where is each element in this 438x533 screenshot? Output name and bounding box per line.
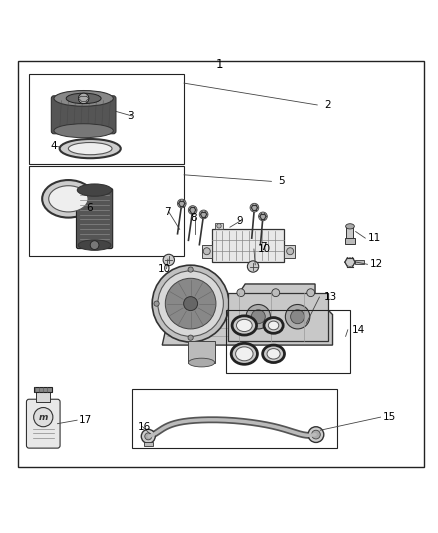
Circle shape: [307, 289, 314, 297]
Bar: [201, 245, 212, 258]
Circle shape: [272, 289, 280, 297]
Circle shape: [141, 430, 155, 443]
Circle shape: [311, 430, 320, 439]
Bar: [212, 229, 285, 262]
Ellipse shape: [188, 358, 215, 367]
Ellipse shape: [54, 91, 113, 106]
Bar: [36, 392, 50, 402]
Ellipse shape: [54, 124, 113, 138]
Bar: [215, 223, 223, 229]
Text: 7: 7: [261, 242, 267, 252]
Ellipse shape: [68, 142, 112, 155]
Bar: [226, 310, 350, 374]
Text: 1: 1: [215, 58, 223, 71]
Ellipse shape: [42, 180, 95, 217]
Bar: [144, 441, 152, 446]
Circle shape: [154, 301, 159, 306]
Bar: [29, 166, 184, 256]
Ellipse shape: [78, 240, 111, 251]
Text: 10: 10: [258, 244, 272, 254]
Circle shape: [237, 289, 245, 297]
Circle shape: [184, 297, 198, 311]
Ellipse shape: [346, 224, 354, 229]
Text: 17: 17: [79, 415, 92, 425]
Circle shape: [199, 210, 208, 219]
Circle shape: [152, 265, 229, 342]
Circle shape: [286, 304, 310, 329]
Ellipse shape: [78, 184, 112, 196]
Bar: [34, 387, 52, 392]
Polygon shape: [162, 284, 332, 345]
Text: 12: 12: [370, 260, 383, 269]
Ellipse shape: [236, 347, 253, 361]
Ellipse shape: [232, 316, 257, 335]
Bar: [228, 293, 328, 341]
Circle shape: [308, 427, 324, 442]
Bar: [345, 238, 355, 244]
Circle shape: [250, 203, 259, 212]
Ellipse shape: [268, 321, 279, 330]
Text: 6: 6: [86, 203, 92, 213]
Ellipse shape: [263, 345, 285, 362]
Text: 8: 8: [191, 214, 197, 223]
Circle shape: [346, 258, 354, 266]
Circle shape: [163, 254, 174, 265]
Text: 7: 7: [164, 207, 171, 217]
Text: 2: 2: [324, 100, 330, 110]
Circle shape: [287, 248, 293, 255]
Ellipse shape: [267, 349, 280, 359]
Text: 9: 9: [237, 216, 243, 225]
Circle shape: [90, 241, 99, 249]
Circle shape: [177, 199, 186, 208]
Ellipse shape: [49, 185, 88, 212]
FancyBboxPatch shape: [26, 399, 60, 448]
Ellipse shape: [264, 318, 283, 333]
FancyBboxPatch shape: [51, 96, 116, 134]
Circle shape: [251, 310, 265, 324]
Text: 10: 10: [158, 264, 171, 273]
Ellipse shape: [231, 343, 258, 364]
Bar: [188, 341, 215, 362]
FancyBboxPatch shape: [77, 188, 113, 248]
Bar: [285, 245, 295, 258]
Circle shape: [165, 278, 216, 329]
Text: 11: 11: [367, 233, 381, 243]
Circle shape: [290, 310, 304, 324]
Circle shape: [217, 224, 221, 228]
Text: 16: 16: [138, 422, 152, 432]
Text: 13: 13: [324, 292, 337, 302]
Text: 5: 5: [278, 176, 285, 187]
Text: 15: 15: [383, 412, 396, 422]
Text: 14: 14: [352, 325, 365, 335]
Circle shape: [247, 261, 259, 272]
Circle shape: [258, 212, 267, 221]
Bar: [132, 389, 337, 448]
Ellipse shape: [66, 93, 101, 103]
Text: 3: 3: [127, 111, 134, 121]
Ellipse shape: [237, 319, 252, 332]
Circle shape: [158, 271, 223, 336]
Bar: [346, 227, 353, 239]
Circle shape: [203, 248, 210, 255]
Ellipse shape: [60, 139, 121, 158]
Circle shape: [188, 335, 193, 340]
Text: m: m: [39, 413, 48, 422]
Bar: [355, 260, 364, 264]
Bar: [29, 75, 184, 164]
Circle shape: [78, 93, 89, 103]
Circle shape: [145, 433, 152, 440]
Text: 4: 4: [51, 141, 57, 151]
Circle shape: [188, 267, 193, 272]
Circle shape: [188, 206, 197, 214]
Circle shape: [34, 408, 53, 427]
Circle shape: [246, 304, 271, 329]
